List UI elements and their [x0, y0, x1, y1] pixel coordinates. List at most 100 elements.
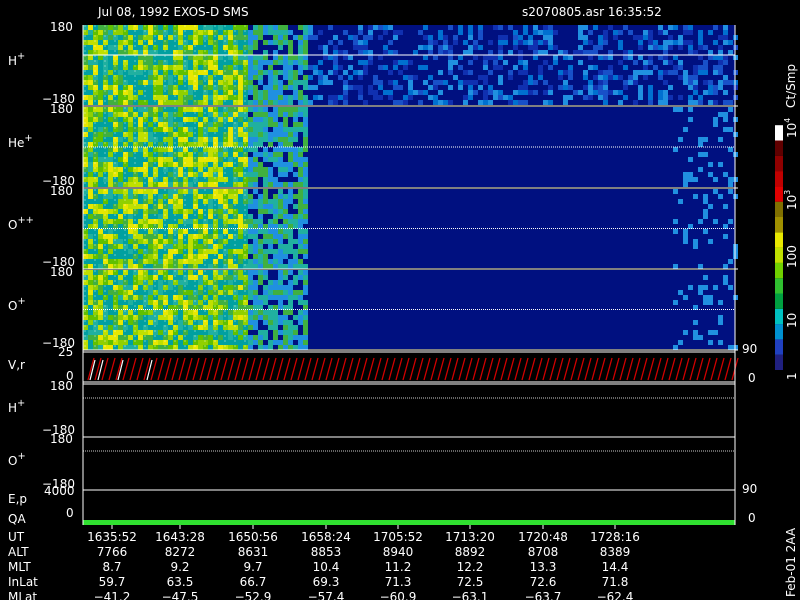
spectrogram-cell: [293, 295, 298, 300]
spectrogram-cell: [133, 270, 138, 275]
spectrogram-cell: [238, 285, 243, 290]
spectrogram-cell: [578, 90, 583, 95]
spectrogram-cell: [168, 330, 173, 335]
spectrogram-cell: [148, 25, 153, 30]
label-base: 10: [785, 313, 799, 328]
spectrogram-cell: [143, 90, 148, 95]
spectrogram-cell: [343, 95, 348, 100]
spectrogram-cell: [83, 90, 88, 95]
spectrogram-cell: [578, 45, 583, 50]
spectrogram-cell: [153, 204, 158, 209]
spectrogram-cell: [253, 95, 258, 100]
spectrogram-cell: [243, 65, 248, 70]
spectrogram-cell: [138, 285, 143, 290]
spectrogram-cell: [193, 189, 198, 194]
spectrogram-cell: [238, 234, 243, 239]
spectrogram-cell: [568, 75, 573, 80]
spectrogram-cell: [228, 290, 233, 295]
spectrogram-cell: [143, 147, 148, 152]
spectrogram-cell: [158, 107, 163, 112]
spectrogram-cell: [228, 35, 233, 40]
spectrogram-cell: [448, 60, 453, 65]
spectrogram-cell: [523, 80, 528, 85]
spectrogram-cell: [123, 229, 128, 234]
spectrogram-cell: [198, 194, 203, 199]
spectrogram-cell: [148, 172, 153, 177]
spectrogram-cell: [458, 55, 463, 60]
spectrogram-cell: [278, 80, 283, 85]
spectrogram-cell: [183, 40, 188, 45]
spectrogram-cell: [98, 25, 103, 30]
spectrogram-cell: [183, 162, 188, 167]
spectrogram-cell: [233, 45, 238, 50]
spectrogram-cell: [263, 55, 268, 60]
spectrogram-cell: [713, 40, 718, 45]
spectrogram-cell: [123, 275, 128, 280]
spectrogram-cell: [238, 85, 243, 90]
spectrogram-cell: [263, 25, 268, 30]
spectrogram-cell: [268, 320, 273, 325]
spectrogram-cell: [203, 305, 208, 310]
spectrogram-cell: [253, 224, 258, 229]
spectrogram-cell: [98, 285, 103, 290]
spectrogram-cell: [173, 194, 178, 199]
spectrogram-cell: [88, 172, 93, 177]
spectrogram-cell: [188, 35, 193, 40]
spectrogram-cell: [218, 142, 223, 147]
spectrogram-cell: [148, 137, 153, 142]
cell: 1705:52: [373, 530, 423, 544]
spectrogram-cell: [118, 172, 123, 177]
spectrogram-cell: [83, 239, 88, 244]
spectrogram-cell: [208, 204, 213, 209]
spectrogram-cell: [133, 55, 138, 60]
spectrogram-cell: [428, 35, 433, 40]
spectrogram-cell: [523, 85, 528, 90]
spectrogram-cell: [273, 325, 278, 330]
spectrogram-cell: [223, 290, 228, 295]
spectrogram-cell: [163, 290, 168, 295]
spectrogram-cell: [108, 172, 113, 177]
spectrogram-cell: [273, 112, 278, 117]
spectrogram-cell: [278, 95, 283, 100]
spectrogram-cell: [138, 199, 143, 204]
spectrogram-cell: [168, 75, 173, 80]
spectrogram-cell: [188, 209, 193, 214]
spectrogram-cell: [113, 142, 118, 147]
spectrogram-cell: [158, 75, 163, 80]
spectrogram-cell: [703, 275, 708, 280]
spectrogram-cell: [198, 25, 203, 30]
spectrogram-cell: [193, 95, 198, 100]
spectrogram-cell: [203, 60, 208, 65]
spectrogram-cell: [258, 152, 263, 157]
spectrogram-cell: [173, 345, 178, 350]
spectrogram-cell: [363, 40, 368, 45]
spectrogram-cell: [123, 70, 128, 75]
spectrogram-cell: [303, 189, 308, 194]
spectrogram-cell: [258, 95, 263, 100]
spectrogram-cell: [233, 264, 238, 269]
spectrogram-cell: [288, 75, 293, 80]
spectrogram-cell: [388, 80, 393, 85]
spectrogram-cell: [273, 137, 278, 142]
spectrogram-cell: [228, 264, 233, 269]
spectrogram-cell: [148, 132, 153, 137]
spectrogram-cell: [188, 55, 193, 60]
spectrogram-cell: [218, 209, 223, 214]
spectrogram-cell: [253, 25, 258, 30]
spectrogram-cell: [603, 100, 608, 105]
spectrogram-cell: [193, 305, 198, 310]
spectrogram-cell: [198, 189, 203, 194]
spectrogram-cell: [148, 177, 153, 182]
spectrogram-cell: [198, 199, 203, 204]
spectrogram-cell: [143, 112, 148, 117]
spectrogram-cell: [178, 65, 183, 70]
cell: 1720:48: [518, 530, 568, 544]
spectrogram-cell: [273, 132, 278, 137]
spectrogram-cell: [198, 310, 203, 315]
spectrogram-cell: [233, 70, 238, 75]
spectrogram-cell: [143, 45, 148, 50]
spectrogram-cell: [103, 325, 108, 330]
colorbar-segment: [775, 155, 783, 172]
spectrogram-cell: [233, 142, 238, 147]
spectrogram-cell: [393, 30, 398, 35]
